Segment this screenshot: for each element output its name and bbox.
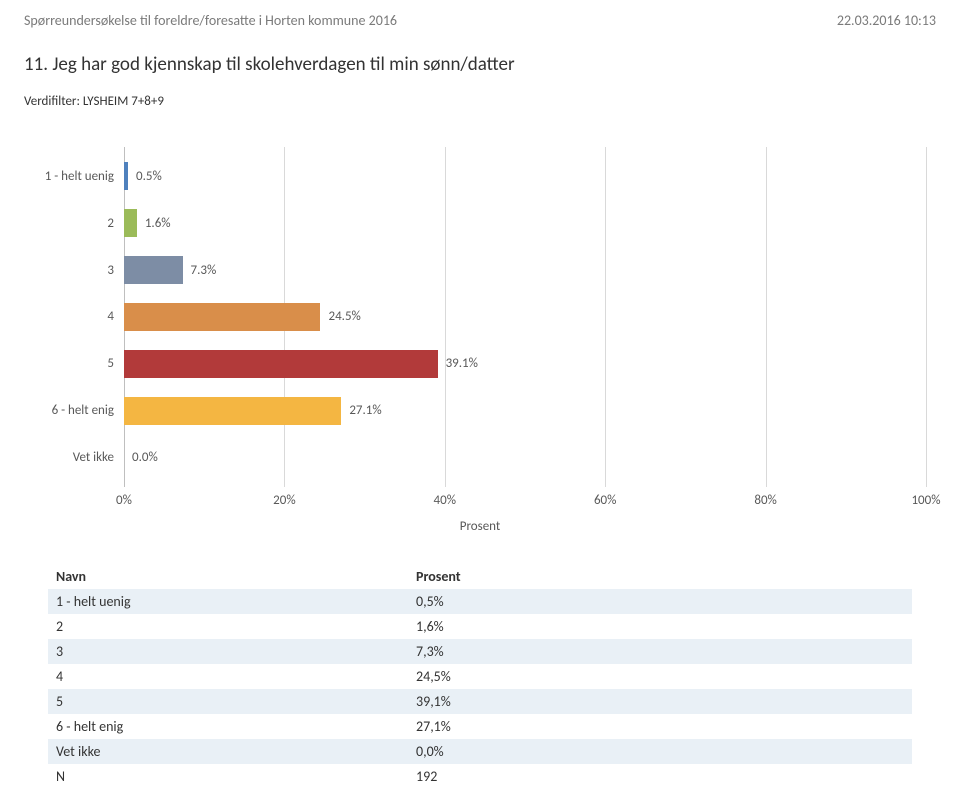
category-label: 1 - helt uenig [24, 169, 124, 184]
table-cell-value: 1,6% [416, 618, 904, 635]
table-row: 37,3% [48, 639, 912, 664]
bar-row: Vet ikke0.0% [124, 440, 926, 474]
x-tick-label: 80% [754, 493, 776, 508]
header-timestamp: 22.03.2016 10:13 [837, 12, 936, 29]
data-table: Navn Prosent 1 - helt uenig0,5%21,6%37,3… [48, 564, 912, 789]
table-cell-value: 0,5% [416, 593, 904, 610]
table-cell-value: 27,1% [416, 718, 904, 735]
category-label: 4 [24, 309, 124, 324]
category-label: 5 [24, 356, 124, 371]
table-cell-value: 39,1% [416, 693, 904, 710]
x-axis: 0%20%40%60%80%100% [124, 493, 926, 513]
bar-value-label: 24.5% [328, 309, 360, 324]
table-cell-name: 3 [56, 643, 416, 660]
bar [124, 350, 438, 378]
category-label: 2 [24, 216, 124, 231]
bar-row: 539.1% [124, 347, 926, 381]
bar [124, 209, 137, 237]
bar-value-label: 0.0% [132, 450, 158, 465]
table-row: N192 [48, 764, 912, 789]
category-label: Vet ikke [24, 450, 124, 465]
table-row: 424,5% [48, 664, 912, 689]
header-left: Spørreundersøkelse til foreldre/foresatt… [24, 12, 397, 29]
bar-value-label: 39.1% [446, 356, 478, 371]
category-label: 6 - helt enig [24, 403, 124, 418]
bar-value-label: 1.6% [145, 216, 171, 231]
x-axis-title: Prosent [24, 519, 936, 534]
x-tick-label: 20% [273, 493, 295, 508]
table-row: Vet ikke0,0% [48, 739, 912, 764]
bar-value-label: 7.3% [191, 263, 217, 278]
table-cell-value: 7,3% [416, 643, 904, 660]
bar [124, 397, 341, 425]
bar-row: 424.5% [124, 300, 926, 334]
bar [124, 303, 320, 331]
bar-row: 6 - helt enig27.1% [124, 394, 926, 428]
table-row: 21,6% [48, 614, 912, 639]
chart-bars: 1 - helt uenig0.5% 21.6% 37.3% 424.5% 539.1%… [124, 147, 926, 487]
bar [124, 256, 183, 284]
x-tick-label: 40% [434, 493, 456, 508]
x-tick-label: 100% [911, 493, 940, 508]
filter-text: Verdifilter: LYSHEIM 7+8+9 [24, 94, 936, 109]
bar-row: 21.6% [124, 206, 926, 240]
bar-chart: 1 - helt uenig0.5% 21.6% 37.3% 424.5% 539.1%… [124, 147, 926, 487]
table-cell-value: 192 [416, 768, 904, 785]
table-row: 539,1% [48, 689, 912, 714]
table-cell-name: 6 - helt enig [56, 718, 416, 735]
table-row: 6 - helt enig27,1% [48, 714, 912, 739]
bar-row: 1 - helt uenig0.5% [124, 159, 926, 193]
table-cell-name: N [56, 768, 416, 785]
bar-value-label: 0.5% [136, 169, 162, 184]
table-cell-name: Vet ikke [56, 743, 416, 760]
bar [124, 162, 128, 190]
x-tick-label: 60% [594, 493, 616, 508]
bar-row: 37.3% [124, 253, 926, 287]
table-cell-name: 5 [56, 693, 416, 710]
bar-value-label: 27.1% [349, 403, 381, 418]
table-header-value: Prosent [416, 568, 904, 585]
gridline [926, 147, 927, 487]
table-row: 1 - helt uenig0,5% [48, 589, 912, 614]
question-title: 11. Jeg har god kjennskap til skolehverd… [24, 53, 936, 76]
table-cell-name: 4 [56, 668, 416, 685]
page-header: Spørreundersøkelse til foreldre/foresatt… [24, 12, 936, 29]
table-cell-value: 0,0% [416, 743, 904, 760]
category-label: 3 [24, 263, 124, 278]
table-cell-name: 1 - helt uenig [56, 593, 416, 610]
table-cell-name: 2 [56, 618, 416, 635]
table-header-name: Navn [56, 568, 416, 585]
table-cell-value: 24,5% [416, 668, 904, 685]
x-tick-label: 0% [116, 493, 132, 508]
table-body: 1 - helt uenig0,5%21,6%37,3%424,5%539,1%… [48, 589, 912, 789]
table-header-row: Navn Prosent [48, 564, 912, 589]
